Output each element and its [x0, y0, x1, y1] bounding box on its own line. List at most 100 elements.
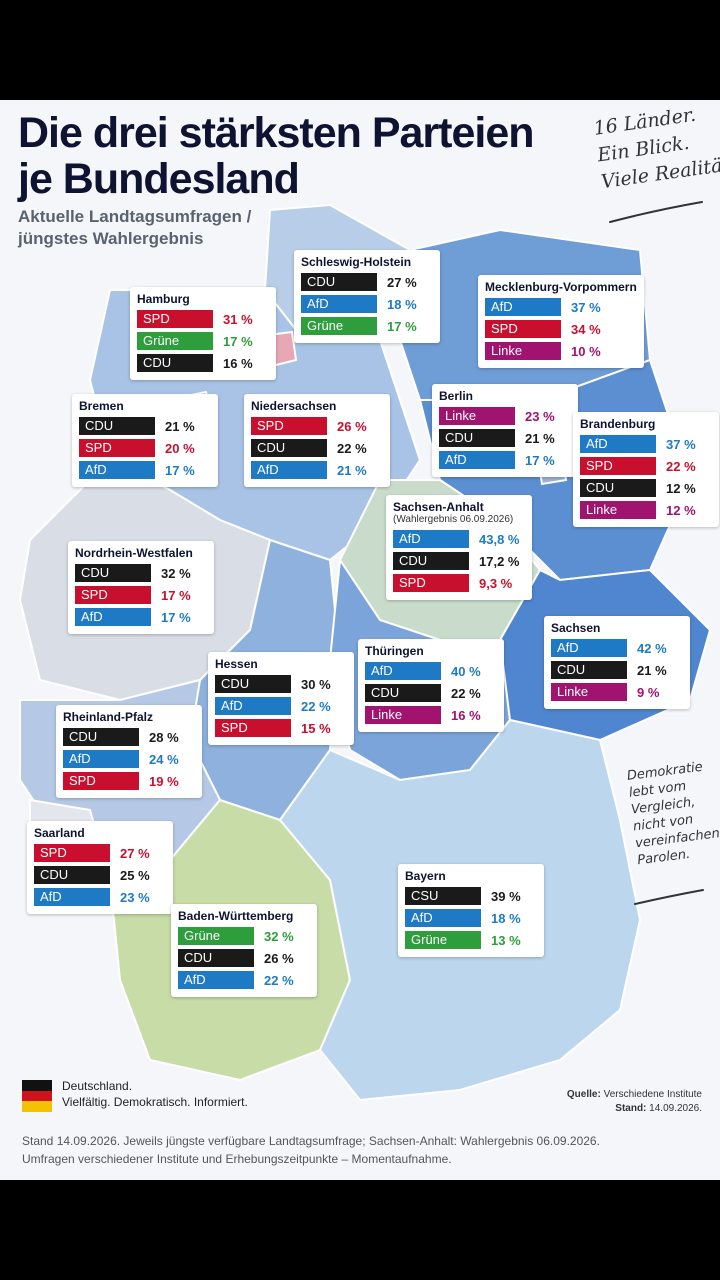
footer-note: Stand 14.09.2026. Jeweils jüngste verfüg…: [22, 1132, 600, 1168]
party-value: 21 %: [165, 418, 195, 434]
party-value: 17 %: [387, 318, 417, 334]
state-name: Hessen: [215, 657, 258, 671]
party-row: AfD 22 %: [178, 969, 310, 991]
party-label-spd: SPD: [215, 719, 291, 737]
state-card-brandenburg: Brandenburg AfD 37 % SPD 22 % CDU 12 % Linke 12 …: [573, 412, 719, 527]
party-row: Grüne 17 %: [301, 315, 433, 337]
state-name: Sachsen: [551, 621, 601, 635]
state-name: Brandenburg: [580, 417, 656, 431]
party-value: 23 %: [120, 889, 150, 905]
party-label-linke: Linke: [580, 501, 656, 519]
party-label-gruene: Grüne: [178, 927, 254, 945]
party-value: 21 %: [525, 430, 555, 446]
party-value: 17 %: [223, 333, 253, 349]
party-value: 18 %: [387, 296, 417, 312]
party-row: CDU 25 %: [34, 864, 166, 886]
title-line-2: je Bundesland: [18, 155, 300, 203]
party-value: 20 %: [165, 440, 195, 456]
german-flag-icon: [22, 1080, 52, 1112]
party-label-afd: AfD: [178, 971, 254, 989]
party-value: 22 %: [264, 972, 294, 988]
party-row: CDU 32 %: [75, 562, 207, 584]
party-row: SPD 15 %: [215, 717, 347, 739]
source-info: Quelle: Verschiedene Institute Stand: 14…: [567, 1088, 702, 1116]
party-row: Grüne 32 %: [178, 925, 310, 947]
party-label-afd: AfD: [79, 461, 155, 479]
state-card-schleswig-holstein: Schleswig-Holstein CDU 27 % AfD 18 % Grüne 17 …: [294, 250, 440, 343]
party-row: SPD 27 %: [34, 842, 166, 864]
party-label-afd: AfD: [34, 888, 110, 906]
state-name: Berlin: [439, 389, 474, 403]
party-label-linke: Linke: [551, 683, 627, 701]
party-label-cdu: CDU: [551, 661, 627, 679]
legend-line-2: Vielfältig. Demokratisch. Informiert.: [62, 1095, 248, 1109]
party-row: Linke 9 %: [551, 681, 683, 703]
state-name: Bayern: [405, 869, 446, 883]
state-card-rheinland-pfalz: Rheinland-Pfalz CDU 28 % AfD 24 % SPD 19 %: [56, 705, 202, 798]
state-name: Mecklenburg-Vorpommern: [485, 280, 637, 294]
party-label-gruene: Grüne: [137, 332, 213, 350]
party-value: 21 %: [637, 662, 667, 678]
party-label-cdu: CDU: [178, 949, 254, 967]
state-name: Niedersachsen: [251, 399, 337, 413]
party-row: SPD 22 %: [580, 455, 712, 477]
state-card-thueringen: Thüringen AfD 40 % CDU 22 % Linke 16 %: [358, 639, 504, 732]
state-name: Nordrhein-Westfalen: [75, 546, 193, 560]
party-value: 25 %: [120, 867, 150, 883]
stand-value: 14.09.2026.: [649, 1103, 702, 1114]
party-label-afd: AfD: [580, 435, 656, 453]
party-label-cdu: CDU: [301, 273, 377, 291]
party-value: 13 %: [491, 932, 521, 948]
subtitle-line-1: Aktuelle Landtagsumfragen /: [18, 207, 252, 226]
party-value: 26 %: [337, 418, 367, 434]
party-value: 42 %: [637, 640, 667, 656]
party-label-afd: AfD: [393, 530, 469, 548]
party-value: 17 %: [161, 609, 191, 625]
party-label-cdu: CDU: [63, 728, 139, 746]
footer-line-2: Umfragen verschiedener Institute und Erh…: [22, 1152, 452, 1166]
party-row: CDU 21 %: [79, 415, 211, 437]
party-value: 27 %: [120, 845, 150, 861]
party-row: AfD 17 %: [75, 606, 207, 628]
title-line-1: Die drei stärksten Parteien: [18, 109, 535, 157]
party-value: 15 %: [301, 720, 331, 736]
party-label-spd: SPD: [580, 457, 656, 475]
party-label-afd: AfD: [365, 662, 441, 680]
party-value: 17,2 %: [479, 553, 520, 569]
page-subtitle: Aktuelle Landtagsumfragen / jüngstes Wah…: [18, 206, 251, 250]
stand-label: Stand:: [615, 1103, 647, 1114]
party-row: CDU 26 %: [178, 947, 310, 969]
state-name: Sachsen-Anhalt: [393, 500, 484, 514]
party-row: AfD 42 %: [551, 637, 683, 659]
party-row: SPD 34 %: [485, 318, 637, 340]
party-value: 12 %: [666, 502, 696, 518]
party-label-cdu: CDU: [365, 684, 441, 702]
party-value: 40 %: [451, 663, 481, 679]
state-name: Schleswig-Holstein: [301, 255, 412, 269]
party-value: 16 %: [451, 707, 481, 723]
party-value: 37 %: [666, 436, 696, 452]
party-row: AfD 43,8 %: [393, 528, 525, 550]
party-label-afd: AfD: [63, 750, 139, 768]
subtitle-line-2: jüngstes Wahlergebnis: [18, 229, 204, 248]
party-row: Linke 12 %: [580, 499, 712, 521]
party-row: SPD 17 %: [75, 584, 207, 606]
party-value: 39 %: [491, 888, 521, 904]
party-value: 43,8 %: [479, 531, 520, 547]
party-label-cdu: CDU: [439, 429, 515, 447]
party-value: 22 %: [301, 698, 331, 714]
party-value: 27 %: [387, 274, 417, 290]
party-row: AfD 23 %: [34, 886, 166, 908]
party-value: 32 %: [264, 928, 294, 944]
party-value: 31 %: [223, 311, 253, 327]
state-name: Saarland: [34, 826, 85, 840]
party-label-spd: SPD: [393, 574, 469, 592]
party-row: AfD 37 %: [485, 296, 637, 318]
page-title: Die drei stärksten Parteien je Bundeslan…: [18, 109, 535, 203]
party-value: 23 %: [525, 408, 555, 424]
party-row: SPD 31 %: [137, 308, 269, 330]
party-row: AfD 21 %: [251, 459, 383, 481]
party-label-spd: SPD: [251, 417, 327, 435]
party-value: 24 %: [149, 751, 179, 767]
state-card-hamburg: Hamburg SPD 31 % Grüne 17 % CDU 16 %: [130, 287, 276, 380]
